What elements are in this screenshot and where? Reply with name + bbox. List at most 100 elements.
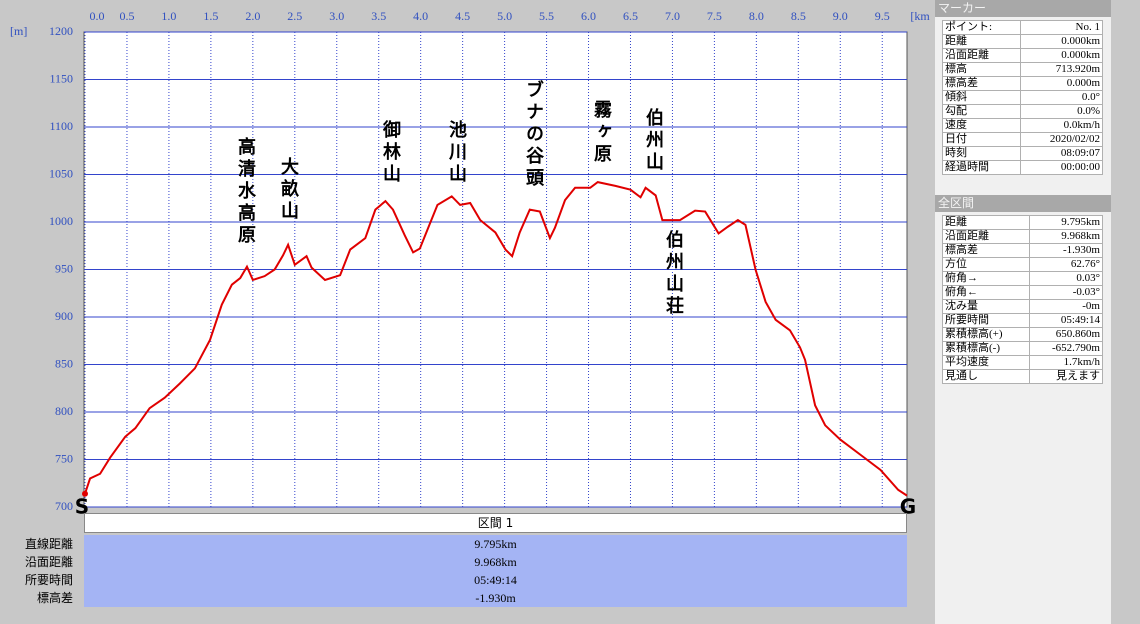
x-tick-label: 2.5: [287, 9, 302, 23]
row-value: 9.968km: [1028, 229, 1104, 244]
x-tick-label: 0.0: [90, 9, 105, 23]
x-tick-label: 7.5: [707, 9, 722, 23]
row-key: 経過時間: [942, 160, 1021, 175]
table-row: 傾斜 0.0°: [942, 90, 1104, 105]
y-tick-label: 1150: [49, 71, 73, 85]
start-label: S: [75, 495, 89, 519]
section-band: [84, 535, 907, 607]
x-tick-label: 5.0: [497, 9, 512, 23]
y-tick-label: 700: [55, 499, 73, 513]
row-key: 所要時間: [942, 313, 1030, 328]
section-title: 区間 1: [84, 513, 907, 533]
row-value: 05:49:14: [1028, 313, 1104, 328]
row-value: -0.03°: [1028, 285, 1104, 300]
panel-title: 全区間: [935, 195, 1111, 212]
row-key: 時刻: [942, 146, 1021, 161]
row-key: 見通し: [942, 369, 1030, 384]
row-value: 0.03°: [1028, 271, 1104, 286]
peak-annotation: 伯州山荘: [663, 230, 684, 318]
row-key: 速度: [942, 118, 1021, 133]
row-key: 俯角→: [942, 271, 1030, 286]
x-tick-label: 1.0: [161, 9, 176, 23]
row-value: 0.0%: [1019, 104, 1104, 119]
peak-annotation: ブナの谷頭: [523, 80, 544, 190]
table-row: 平均速度 1.7km/h: [942, 355, 1104, 370]
row-key: 沈み量: [942, 299, 1030, 314]
row-value: 62.76°: [1028, 257, 1104, 272]
row-value: 05:49:14: [474, 573, 517, 587]
table-row: 見通し 見えます: [942, 369, 1104, 384]
row-key: 傾斜: [942, 90, 1021, 105]
row-key: 日付: [942, 132, 1021, 147]
row-key: 沿面距離: [942, 229, 1030, 244]
row-value: -1.930m: [475, 591, 516, 605]
x-tick-label: 8.5: [791, 9, 806, 23]
row-value: 0.000km: [1019, 34, 1104, 49]
y-tick-label: 750: [55, 451, 73, 465]
row-key: 平均速度: [942, 355, 1030, 370]
section-row: 所要時間 05:49:14: [0, 571, 907, 589]
row-value: No. 1: [1019, 20, 1104, 35]
row-value: 00:00:00: [1019, 160, 1104, 175]
table-row: 経過時間 00:00:00: [942, 160, 1104, 175]
x-tick-label: 0.5: [119, 9, 134, 23]
table-row: 沿面距離 0.000km: [942, 48, 1104, 63]
table-row: 標高差 0.000m: [942, 76, 1104, 91]
x-tick-label: 5.5: [539, 9, 554, 23]
row-key: 累積標高(+): [942, 327, 1030, 342]
section-row: 直線距離 9.795km: [0, 535, 907, 553]
peak-annotation: 池川山: [446, 120, 467, 186]
table-row: 沿面距離 9.968km: [942, 229, 1104, 244]
row-value: 2020/02/02: [1019, 132, 1104, 147]
row-value: 713.920m: [1019, 62, 1104, 77]
y-tick-label: 1100: [49, 119, 73, 133]
row-key: 標高差: [942, 243, 1030, 258]
table-row: 累積標高(-) -652.790m: [942, 341, 1104, 356]
row-value: 9.968km: [474, 555, 517, 569]
row-key: 標高差: [36, 591, 73, 605]
x-tick-label: 9.0: [833, 9, 848, 23]
row-value: 08:09:07: [1019, 146, 1104, 161]
table-row: 速度 0.0km/h: [942, 118, 1104, 133]
table-row: 累積標高(+) 650.860m: [942, 327, 1104, 342]
x-tick-label: 9.5: [875, 9, 890, 23]
marker-panel: マーカー ポイント: No. 1 距離 0.000km 沿面距離 0.000km 標高 713…: [935, 0, 1111, 195]
row-key: 俯角←: [942, 285, 1030, 300]
row-value: 0.000m: [1019, 76, 1104, 91]
table-row: 方位 62.76°: [942, 257, 1104, 272]
row-key: 標高: [942, 62, 1021, 77]
row-value: 1.7km/h: [1028, 355, 1104, 370]
x-tick-label: 3.0: [329, 9, 344, 23]
table-row: 俯角→ 0.03°: [942, 271, 1104, 286]
table-row: 俯角← -0.03°: [942, 285, 1104, 300]
row-value: 0.0km/h: [1019, 118, 1104, 133]
row-key: ポイント:: [942, 20, 1021, 35]
peak-annotation: 霧ヶ原: [591, 100, 612, 166]
y-tick-label: 800: [55, 404, 73, 418]
x-tick-label: 1.5: [203, 9, 218, 23]
table-row: 時刻 08:09:07: [942, 146, 1104, 161]
peak-annotation: 御林山: [380, 120, 401, 186]
row-value: 9.795km: [474, 537, 517, 551]
row-key: 方位: [942, 257, 1030, 272]
row-key: 距離: [942, 215, 1030, 230]
x-axis-label: [km]: [910, 9, 930, 23]
y-tick-label: 1050: [49, 166, 73, 180]
table-row: 標高 713.920m: [942, 62, 1104, 77]
table-row: 所要時間 05:49:14: [942, 313, 1104, 328]
x-tick-label: 2.0: [245, 9, 260, 23]
x-tick-label: 6.5: [623, 9, 638, 23]
x-tick-label: 4.0: [413, 9, 428, 23]
total-table: 距離 9.795km 沿面距離 9.968km 標高差 -1.930m 方位 62.76° 俯角…: [942, 215, 1104, 384]
peak-annotation: 高清水高原: [235, 137, 256, 247]
row-key: 勾配: [942, 104, 1021, 119]
start-marker: [82, 490, 88, 497]
row-value: 見えます: [1028, 369, 1104, 384]
row-value: -652.790m: [1028, 341, 1104, 356]
y-tick-label: 1200: [49, 24, 73, 38]
row-key: 直線距離: [24, 537, 73, 551]
row-value: 0.000km: [1019, 48, 1104, 63]
table-row: 標高差 -1.930m: [942, 243, 1104, 258]
end-label: G: [900, 495, 916, 519]
